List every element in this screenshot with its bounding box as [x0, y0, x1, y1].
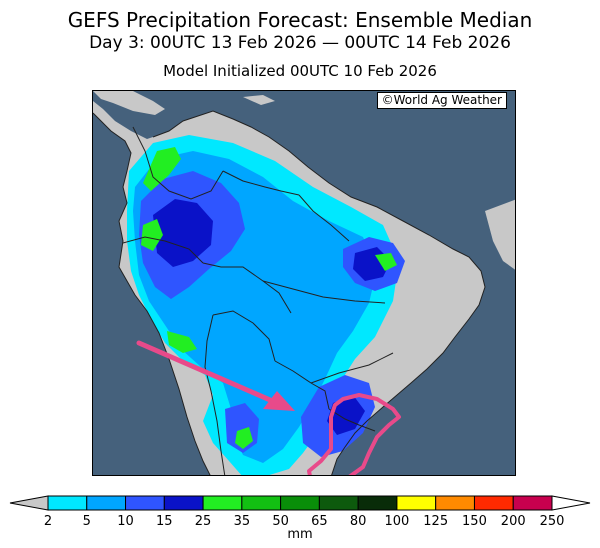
colorbar-swatch	[318, 495, 359, 511]
colorbar-swatch	[86, 495, 127, 511]
border-chile-argentina	[204, 314, 226, 475]
colorbar-tick-label: 250	[539, 514, 565, 529]
precipitation-field	[127, 135, 405, 475]
precip-25mm-andes	[143, 147, 181, 191]
colorbar-lower-extension	[9, 495, 49, 511]
colorbar-swatch	[241, 495, 282, 511]
colorbar-upper-extension	[551, 495, 591, 511]
copyright-label: ©World Ag Weather	[376, 92, 507, 109]
map-title: GEFS Precipitation Forecast: Ensemble Me…	[67, 8, 533, 32]
colorbar-swatch	[473, 495, 514, 511]
model-init-time: Model Initialized 00UTC 10 Feb 2026	[163, 62, 437, 80]
border-brazil-uruguay	[328, 408, 376, 432]
precip-15mm	[153, 199, 213, 267]
annotation-outline	[307, 393, 401, 475]
forecast-period: Day 3: 00UTC 13 Feb 2026 — 00UTC 14 Feb …	[89, 33, 511, 53]
precip-25mm-east	[375, 253, 397, 271]
colorbar-tick-label: 35	[233, 514, 251, 529]
central-america-landmass	[93, 91, 165, 115]
precip-25mm-colombia	[141, 219, 163, 251]
precipitation-map: ©World Ag Weather	[92, 90, 516, 476]
colorbar-tick-label: 200	[500, 514, 526, 529]
precip-25mm-south	[235, 427, 253, 449]
colorbar-tick-label: 100	[384, 514, 410, 529]
colorbar-tick-label: 2	[43, 514, 53, 529]
caribbean-island	[243, 95, 275, 105]
colorbar-swatch	[280, 495, 320, 511]
colorbar-swatch	[357, 495, 398, 511]
colorbar-tick-label: 25	[194, 514, 212, 529]
border-brazil-states-2	[310, 352, 394, 384]
colorbar-swatch	[125, 495, 165, 511]
country-borders	[122, 126, 394, 475]
colorbar-swatch	[47, 495, 88, 511]
annotation-arrow-shaft	[136, 340, 280, 406]
colorbar-tick-label: 125	[423, 514, 449, 529]
colorbar-tick-label: 80	[349, 514, 367, 529]
colorbar-tick-label: 65	[311, 514, 328, 529]
border-bolivia	[212, 310, 276, 362]
border-venezuela-brazil	[222, 170, 300, 196]
colorbar-swatch	[512, 495, 553, 511]
precip-25mm-peru	[167, 331, 197, 353]
colorbar-unit: mm	[287, 527, 313, 542]
colorbar-tick-label: 10	[117, 514, 134, 529]
annotation-arrow	[136, 340, 295, 411]
colorbar-tick-label: 150	[462, 514, 487, 529]
map-canvas	[93, 91, 515, 475]
annotation-arrow-head	[263, 391, 295, 411]
colorbar-swatches	[47, 495, 553, 511]
colorbar-tick-label: 5	[82, 514, 91, 529]
border-guyanas	[298, 194, 350, 242]
border-colombia-venezuela	[132, 126, 224, 200]
colorbar-swatch	[202, 495, 243, 511]
colorbar	[9, 495, 591, 511]
colorbar-swatch	[435, 495, 475, 511]
colorbar-swatch	[396, 495, 437, 511]
border-ecuador-peru	[122, 236, 204, 264]
colorbar-tick-label: 50	[272, 514, 289, 529]
border-peru-brazil	[202, 262, 292, 314]
border-brazil-states	[262, 280, 386, 304]
colorbar-swatch	[163, 495, 204, 511]
africa-landmass	[485, 199, 515, 270]
colorbar-tick-label: 15	[156, 514, 173, 529]
